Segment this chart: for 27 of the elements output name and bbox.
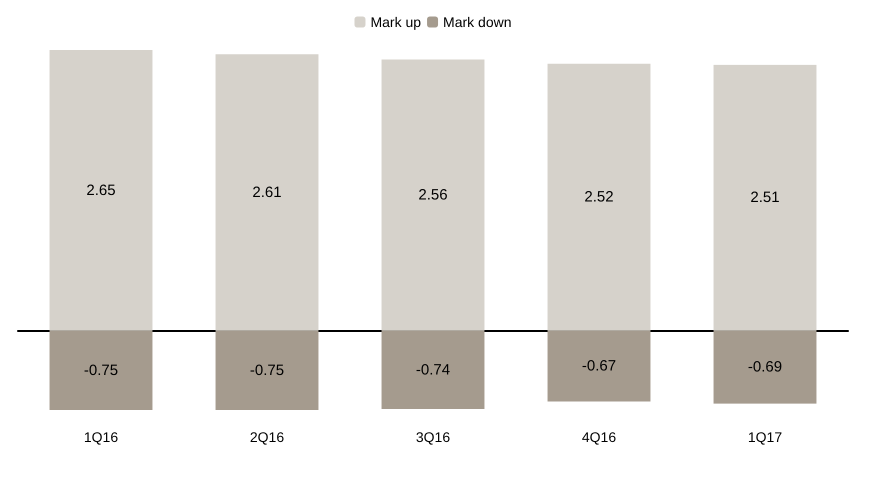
bar (382, 60, 484, 331)
data-label: -0.75 (250, 362, 284, 379)
data-label: 2.61 (252, 184, 282, 201)
data-label: -0.67 (582, 358, 616, 375)
bar (50, 50, 152, 331)
bar (382, 330, 484, 409)
data-label: -0.75 (84, 362, 118, 379)
data-label: 2.51 (750, 189, 780, 206)
legend-label: Mark down (443, 14, 512, 30)
x-tick-label: 1Q17 (748, 429, 782, 445)
x-tick-label: 3Q16 (416, 429, 450, 445)
bar (714, 330, 816, 404)
data-label: -0.74 (416, 361, 450, 378)
data-label: 2.65 (86, 182, 116, 199)
data-label: 2.56 (418, 186, 448, 204)
data-label: 2.52 (584, 188, 614, 206)
bar (50, 330, 152, 410)
x-tick-label: 1Q16 (84, 429, 118, 445)
x-tick-label: 2Q16 (250, 429, 284, 445)
x-tick-label: 4Q16 (582, 429, 616, 445)
bar (216, 330, 318, 410)
legend-label: Mark up (370, 14, 422, 30)
bar (548, 330, 650, 402)
bar (714, 64, 816, 331)
bar (548, 64, 650, 331)
data-label: -0.69 (748, 358, 782, 376)
bar (216, 54, 318, 331)
